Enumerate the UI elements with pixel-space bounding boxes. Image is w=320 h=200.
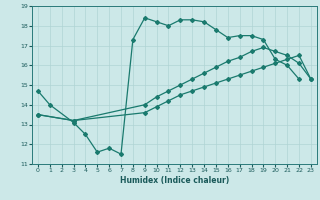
- X-axis label: Humidex (Indice chaleur): Humidex (Indice chaleur): [120, 176, 229, 185]
